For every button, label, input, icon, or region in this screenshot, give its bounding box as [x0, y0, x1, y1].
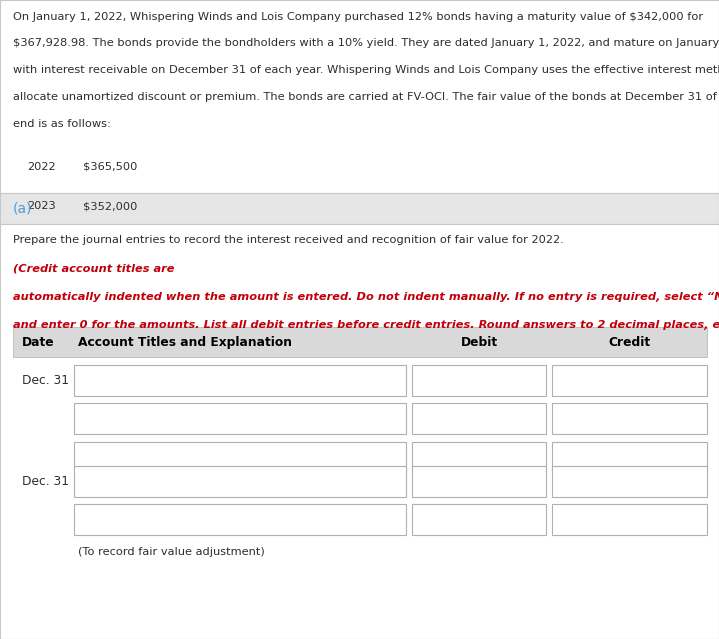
Text: with interest receivable on December 31 of each year. Whispering Winds and Lois : with interest receivable on December 31 … [13, 65, 719, 75]
FancyBboxPatch shape [74, 365, 406, 396]
Text: Dec. 31: Dec. 31 [22, 374, 68, 387]
FancyBboxPatch shape [552, 504, 707, 535]
Text: (a): (a) [13, 201, 32, 215]
FancyBboxPatch shape [552, 442, 707, 472]
FancyBboxPatch shape [552, 466, 707, 497]
FancyBboxPatch shape [552, 403, 707, 434]
Text: 2022: 2022 [27, 162, 56, 172]
Text: (Credit account titles are: (Credit account titles are [13, 263, 175, 273]
FancyBboxPatch shape [412, 466, 546, 497]
FancyBboxPatch shape [74, 442, 406, 472]
FancyBboxPatch shape [412, 442, 546, 472]
Text: $365,500: $365,500 [83, 162, 137, 172]
Text: Credit: Credit [608, 335, 651, 349]
Text: $352,000: $352,000 [83, 201, 137, 212]
Text: automatically indented when the amount is entered. Do not indent manually. If no: automatically indented when the amount i… [13, 291, 719, 302]
FancyBboxPatch shape [74, 403, 406, 434]
FancyBboxPatch shape [412, 504, 546, 535]
Text: (To record fair value adjustment): (To record fair value adjustment) [78, 546, 265, 557]
Text: On January 1, 2022, Whispering Winds and Lois Company purchased 12% bonds having: On January 1, 2022, Whispering Winds and… [13, 12, 703, 22]
FancyBboxPatch shape [0, 193, 719, 224]
FancyBboxPatch shape [13, 327, 707, 357]
FancyBboxPatch shape [0, 0, 719, 193]
Text: $367,928.98. The bonds provide the bondholders with a 10% yield. They are dated : $367,928.98. The bonds provide the bondh… [13, 38, 719, 49]
Text: Dec. 31: Dec. 31 [22, 475, 68, 488]
FancyBboxPatch shape [0, 224, 719, 639]
Text: (To record collection of interest): (To record collection of interest) [78, 484, 260, 494]
Text: allocate unamortized discount or premium. The bonds are carried at FV-OCI. The f: allocate unamortized discount or premium… [13, 92, 719, 102]
Text: Prepare the journal entries to record the interest received and recognition of f: Prepare the journal entries to record th… [13, 235, 567, 245]
Text: Account Titles and Explanation: Account Titles and Explanation [78, 335, 292, 349]
Text: Debit: Debit [461, 335, 498, 349]
Text: 2023: 2023 [27, 201, 56, 212]
Text: Date: Date [22, 335, 54, 349]
Text: and enter 0 for the amounts. List all debit entries before credit entries. Round: and enter 0 for the amounts. List all de… [13, 320, 719, 330]
FancyBboxPatch shape [412, 403, 546, 434]
FancyBboxPatch shape [74, 504, 406, 535]
Text: end is as follows:: end is as follows: [13, 119, 111, 129]
FancyBboxPatch shape [74, 466, 406, 497]
FancyBboxPatch shape [412, 365, 546, 396]
FancyBboxPatch shape [552, 365, 707, 396]
